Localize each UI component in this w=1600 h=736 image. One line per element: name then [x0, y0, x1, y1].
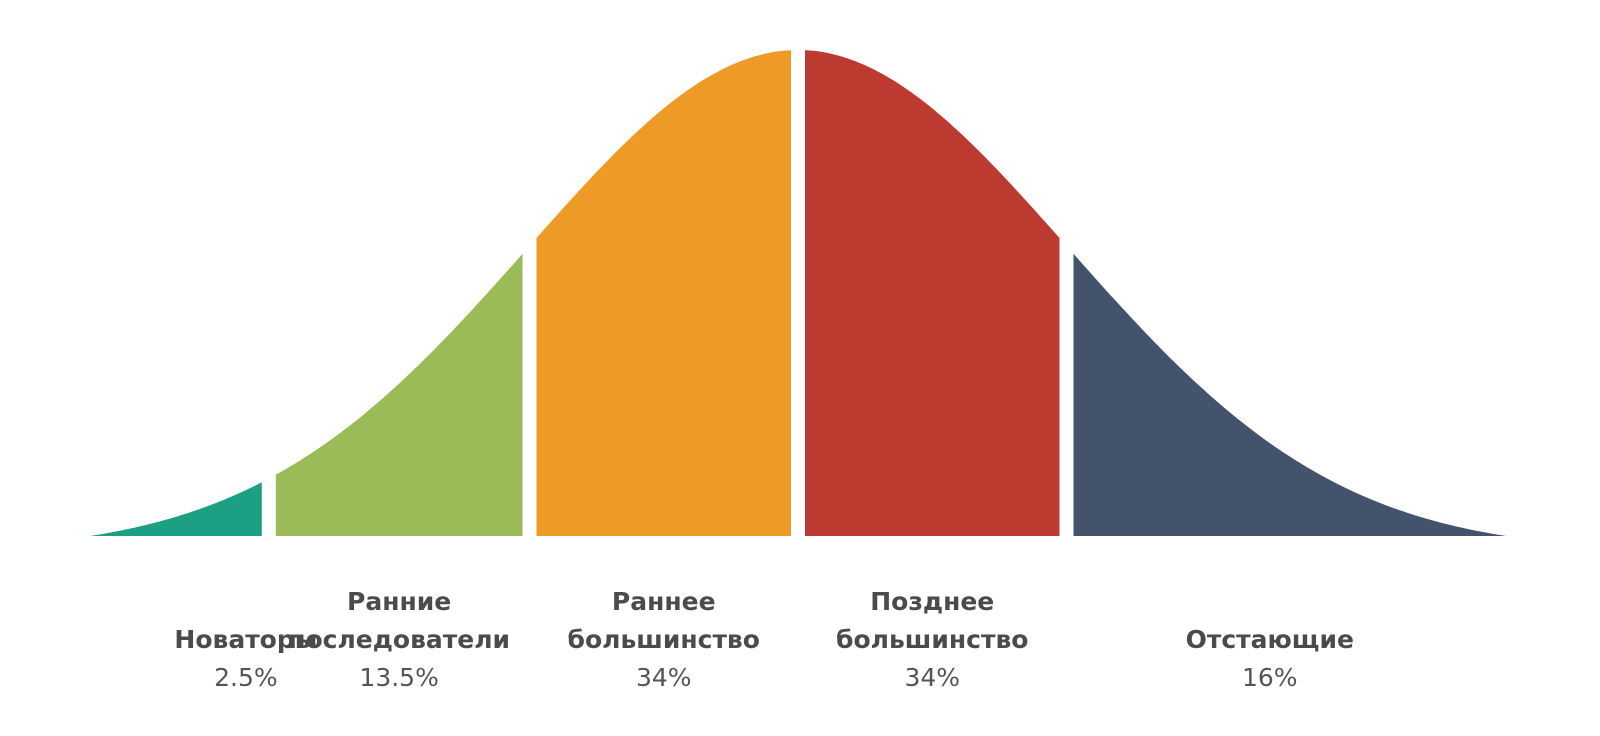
segment-laggards	[1074, 254, 1507, 536]
label-late-majority-name-1: большинство	[802, 621, 1062, 659]
label-late-majority-value: 34%	[802, 659, 1062, 697]
label-laggards-name-0: Отстающие	[1140, 621, 1400, 659]
label-laggards: Отстающие 16%	[1140, 621, 1400, 697]
segment-early-adopters	[276, 254, 523, 536]
label-early-majority: Раннее большинство 34%	[534, 583, 794, 697]
segment-innovators	[90, 482, 262, 536]
label-early-majority-name-1: большинство	[534, 621, 794, 659]
label-laggards-value: 16%	[1140, 659, 1400, 697]
label-early-adopters-value: 13.5%	[269, 659, 529, 697]
label-early-adopters: Ранние последователи 13.5%	[269, 583, 529, 697]
label-early-majority-value: 34%	[534, 659, 794, 697]
segment-early-majority	[537, 50, 792, 536]
label-late-majority: Позднее большинство 34%	[802, 583, 1062, 697]
segment-late-majority	[805, 50, 1060, 536]
label-early-adopters-name-0: Ранние	[269, 583, 529, 621]
label-early-majority-name-0: Раннее	[534, 583, 794, 621]
label-early-adopters-name-1: последователи	[269, 621, 529, 659]
label-late-majority-name-0: Позднее	[802, 583, 1062, 621]
